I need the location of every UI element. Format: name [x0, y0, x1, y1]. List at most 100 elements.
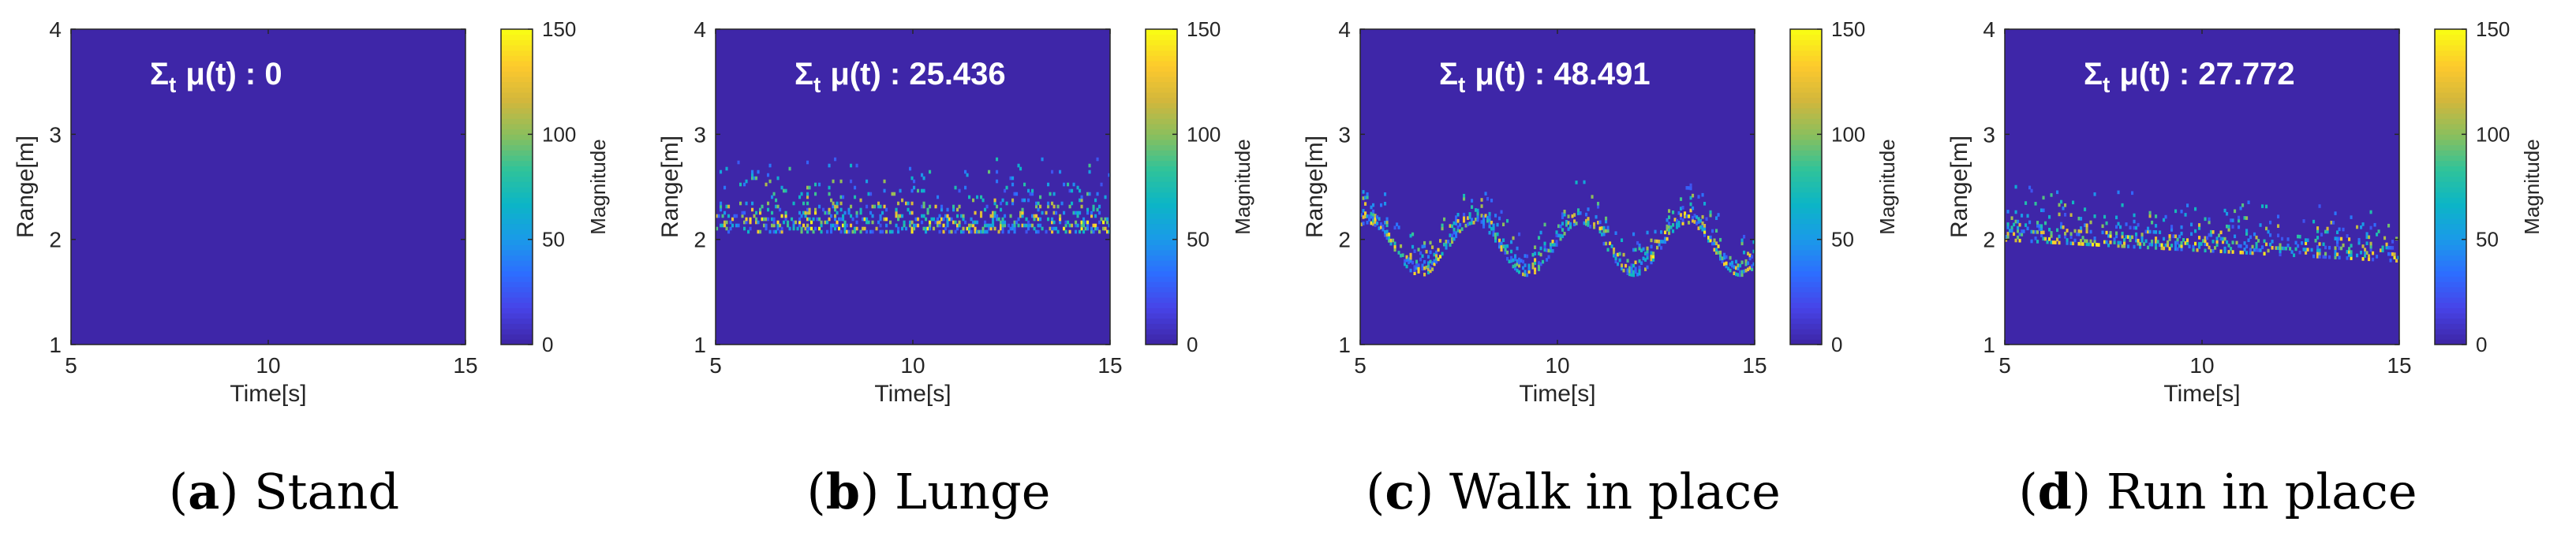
heat-cell — [1553, 243, 1557, 247]
heat-cell — [812, 229, 815, 234]
heat-cell — [1000, 220, 1003, 225]
colorbar-label: Magnitude — [2520, 139, 2544, 234]
heatmap-cells — [2005, 184, 2400, 263]
heat-cell — [1614, 231, 1617, 235]
heat-cell — [1498, 241, 1501, 246]
colorbar-segment — [1146, 250, 1177, 256]
panel-caption: (b) Lunge — [807, 463, 1051, 520]
heat-cell — [1441, 226, 1444, 231]
heat-cell — [2227, 244, 2230, 248]
heat-cell — [832, 204, 835, 209]
heat-cell — [2103, 214, 2107, 219]
heat-cell — [1711, 229, 1714, 233]
heat-cell — [1384, 230, 1387, 234]
heat-cell — [1411, 260, 1415, 265]
heat-cell — [1546, 258, 1549, 262]
x-tick-label: 15 — [1742, 353, 1767, 378]
heat-cell — [851, 217, 854, 222]
heat-cell — [1555, 240, 1558, 244]
heat-cell — [2018, 238, 2021, 243]
heat-cell — [1579, 211, 1582, 215]
colorbar-segment — [501, 192, 533, 198]
heat-cell — [767, 217, 770, 222]
heat-cell — [907, 207, 910, 212]
heat-cell — [741, 214, 744, 218]
heat-cell — [2389, 259, 2392, 263]
heat-cell — [2133, 219, 2136, 224]
heat-cell — [1025, 217, 1028, 222]
heat-cell — [743, 182, 746, 187]
sum-subscript: t — [813, 73, 821, 97]
heat-cell — [1573, 213, 1576, 217]
heat-cell — [1609, 241, 1612, 245]
heat-cell — [1597, 205, 1600, 209]
heat-cell — [1646, 255, 1649, 260]
heat-cell — [1011, 226, 1015, 231]
heat-cell — [1563, 232, 1566, 236]
heat-cell — [2219, 230, 2223, 235]
heat-cell — [989, 214, 993, 218]
heat-cell — [1104, 226, 1107, 231]
colorbar-segment — [1790, 166, 1822, 172]
heat-cell — [1621, 238, 1624, 242]
colorbar-segment — [1790, 134, 1822, 140]
heat-cell — [1573, 222, 1576, 226]
annotation-value: 27.772 — [2198, 57, 2294, 91]
heat-cell — [1037, 207, 1040, 212]
heat-cell — [767, 207, 770, 212]
heat-cell — [2069, 213, 2073, 217]
heat-cell — [1080, 223, 1083, 228]
heat-cell — [1025, 223, 1028, 228]
heat-cell — [780, 226, 783, 231]
heat-cell — [1516, 262, 1519, 266]
colorbar-segment — [1146, 102, 1177, 109]
heat-cell — [2324, 245, 2327, 250]
y-tick-label: 1 — [694, 333, 706, 357]
heat-cell — [1080, 220, 1083, 225]
heat-cell — [1739, 263, 1742, 268]
heat-cell — [1737, 266, 1740, 270]
heat-cell — [2230, 247, 2233, 251]
heat-cell — [1527, 270, 1531, 274]
heat-cell — [996, 179, 999, 184]
colorbar-segment — [1146, 176, 1177, 182]
heat-cell — [1482, 222, 1486, 225]
heat-cell — [1668, 222, 1671, 225]
colorbar-segment — [2435, 266, 2466, 272]
heat-cell — [1681, 222, 1684, 225]
heat-cell — [725, 226, 728, 231]
heat-cell — [2093, 240, 2096, 244]
heat-cell — [863, 226, 866, 231]
heat-cell — [978, 229, 981, 234]
heat-cell — [1459, 229, 1462, 233]
heat-cell — [1593, 225, 1596, 229]
heat-cell — [1086, 192, 1090, 196]
heat-cell — [869, 211, 873, 215]
heat-cell — [2040, 233, 2043, 237]
heat-cell — [889, 220, 892, 225]
heat-cell — [993, 226, 996, 231]
heat-cell — [816, 217, 819, 222]
heat-cell — [787, 220, 790, 225]
colorbar-segment — [501, 229, 533, 235]
heat-cell — [2186, 238, 2189, 242]
heat-cell — [772, 223, 776, 228]
heat-cell — [2243, 216, 2246, 220]
sum-annotation: Σt μ(t) : 25.436 — [794, 57, 1006, 97]
heat-cell — [1384, 192, 1387, 196]
heat-cell — [1717, 244, 1720, 248]
colorbar-segment — [501, 92, 533, 99]
heat-cell — [985, 223, 989, 228]
heat-cell — [1632, 263, 1636, 268]
heat-cell — [1601, 233, 1604, 237]
heat-cell — [1680, 207, 1683, 211]
heat-cell — [1041, 211, 1044, 215]
heat-cell — [859, 211, 862, 215]
heat-cell — [1031, 192, 1034, 196]
heat-cell — [2121, 231, 2124, 236]
heat-cell — [2135, 225, 2138, 230]
heat-cell — [1520, 259, 1523, 263]
heat-cell — [2115, 234, 2118, 239]
heat-cell — [980, 229, 983, 234]
heat-cell — [1731, 260, 1734, 265]
